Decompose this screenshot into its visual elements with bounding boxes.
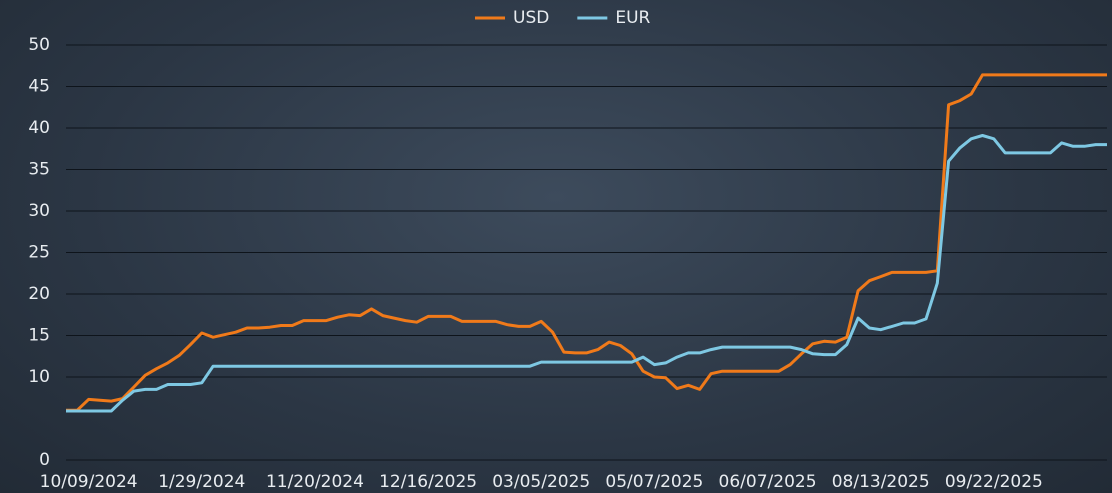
y-tick-label: 10 [28,367,50,387]
y-tick-label: 0 [39,450,50,470]
x-tick-label: 09/22/2025 [945,472,1043,492]
legend-label: EUR [615,8,650,28]
y-tick-label: 30 [28,201,50,221]
x-tick-label: 1/29/2024 [158,472,245,492]
line-series [66,136,1107,412]
x-tick-label: 08/13/2025 [832,472,930,492]
legend-label: USD [513,8,549,28]
y-tick-label: 45 [28,77,50,97]
y-tick-label: 50 [28,35,50,55]
x-tick-label: 12/16/2025 [379,472,477,492]
y-tick-label: 15 [28,326,50,346]
x-tick-label: 05/07/2025 [605,472,703,492]
y-tick-label: 20 [28,284,50,304]
x-tick-label: 06/07/2025 [719,472,817,492]
y-tick-label: 35 [28,160,50,180]
y-tick-label: 40 [28,118,50,138]
y-tick-label: 25 [28,243,50,263]
x-tick-label: 03/05/2025 [492,472,590,492]
line-series [66,75,1107,410]
x-tick-label: 11/20/2024 [266,472,364,492]
x-tick-label: 10/09/2024 [40,472,138,492]
chart: 0 10 15 20 25 30 35 40 45 50 10/09/2024 1/29/2024 11… [0,0,1112,493]
